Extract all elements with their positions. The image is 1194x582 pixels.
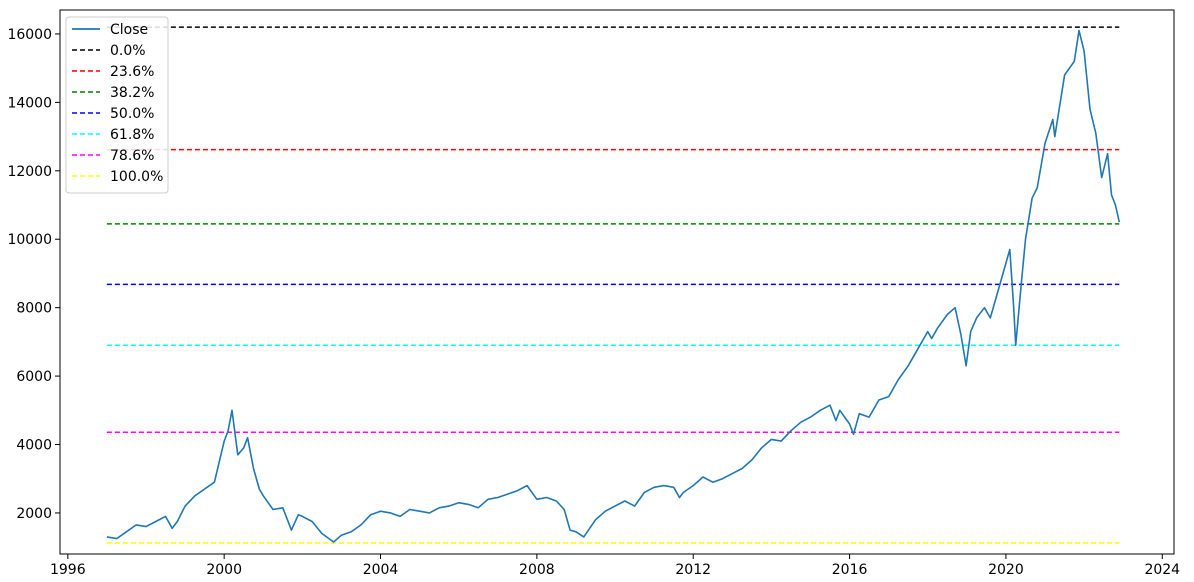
x-tick-label-4: 2012 xyxy=(675,562,711,578)
y-tick-label-0: 2000 xyxy=(16,506,52,522)
series-layer xyxy=(106,29,1121,543)
fibonacci-levels xyxy=(106,26,1120,544)
y-tick-label-5: 12000 xyxy=(7,164,52,180)
y-tick-label-3: 8000 xyxy=(16,301,52,317)
x-tick-label-2: 2004 xyxy=(363,562,399,578)
x-tick-label-0: 1996 xyxy=(50,562,86,578)
y-tick-label-2: 6000 xyxy=(16,369,52,385)
legend-label-6: 78.6% xyxy=(110,148,154,164)
x-tick-label-1: 2000 xyxy=(206,562,242,578)
y-tick-label-7: 16000 xyxy=(7,27,52,43)
x-tick-label-6: 2020 xyxy=(988,562,1024,578)
legend-label-4: 50.0% xyxy=(110,106,154,122)
legend-label-5: 61.8% xyxy=(110,127,154,143)
legend-frame xyxy=(65,16,169,194)
y-tick-label-4: 10000 xyxy=(7,232,52,248)
plot-area xyxy=(59,9,1175,555)
x-tick-label-5: 2016 xyxy=(832,562,868,578)
series-line-0 xyxy=(106,29,1121,543)
y-tick-label-6: 14000 xyxy=(7,95,52,111)
x-tick-label-3: 2008 xyxy=(519,562,555,578)
legend-label-2: 23.6% xyxy=(110,64,154,80)
legend-label-7: 100.0% xyxy=(110,169,163,185)
y-axis: 2000 4000 6000 8000 10000 12000 14000 16000 xyxy=(7,27,60,522)
x-tick-label-7: 2024 xyxy=(1144,562,1180,578)
x-axis: 1996 2000 2004 2008 2012 2016 2020 2024 xyxy=(50,554,1180,578)
y-tick-label-1: 4000 xyxy=(16,438,52,454)
legend-label-1: 0.0% xyxy=(110,43,146,59)
legend-label-0: Close xyxy=(110,22,148,38)
legend: Close 0.0% 23.6% 38.2% 50.0% 61.8% 78.6% 100.0% xyxy=(65,16,169,194)
legend-label-3: 38.2% xyxy=(110,85,154,101)
